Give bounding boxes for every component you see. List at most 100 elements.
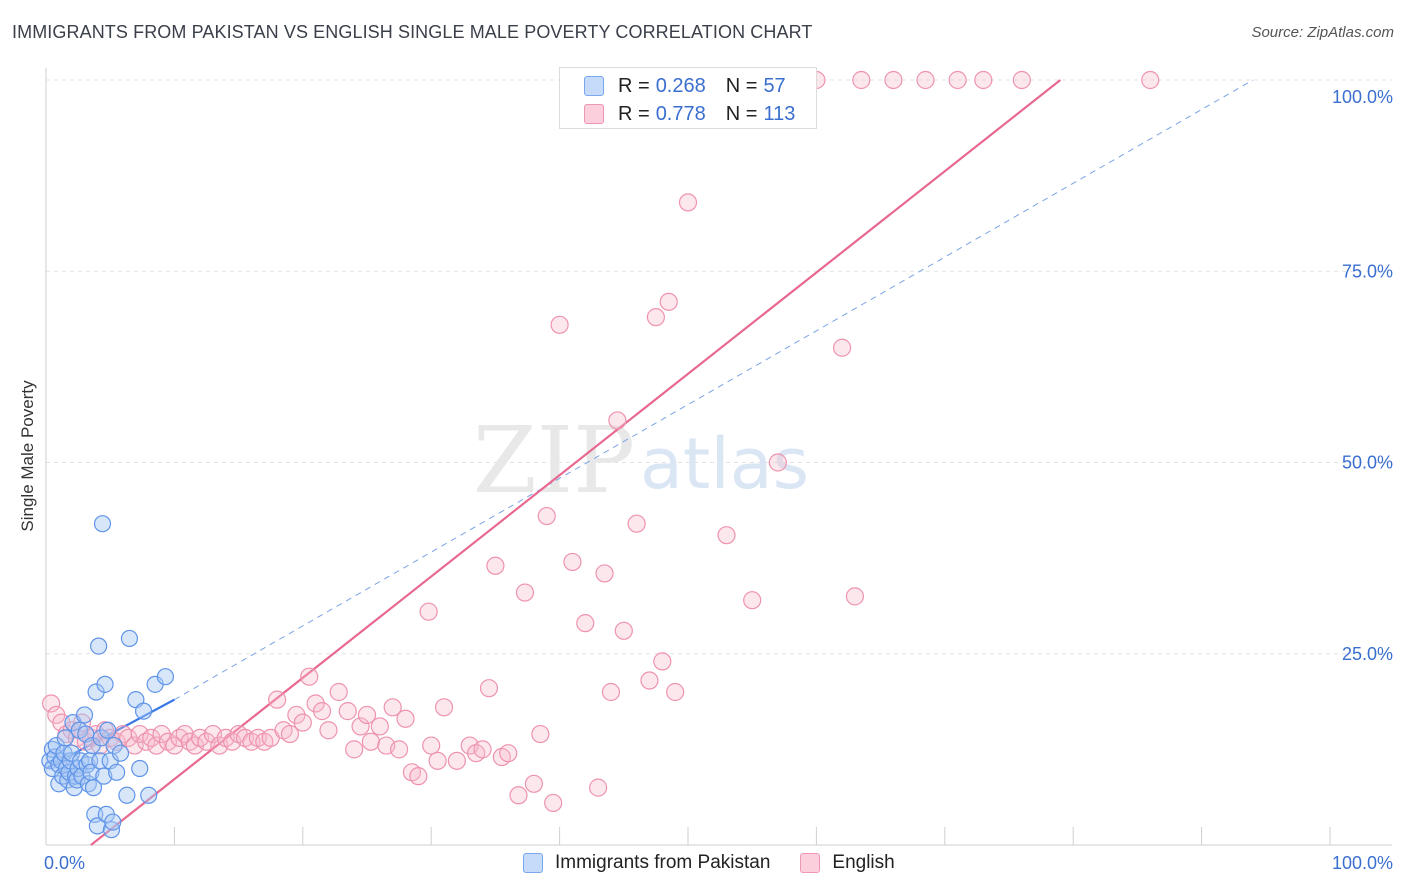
data-point-english	[601, 682, 621, 702]
legend-n-label: N =	[725, 74, 758, 97]
data-point-english	[357, 705, 377, 725]
data-point-english	[486, 556, 505, 575]
data-point-english	[1141, 70, 1160, 90]
legend-n-label: N =	[725, 102, 758, 125]
gridlines	[46, 79, 1392, 655]
data-point-english	[479, 679, 499, 698]
data-point-english	[595, 564, 614, 583]
data-point-english	[280, 724, 300, 744]
data-point-english	[499, 744, 518, 763]
data-point-pakistan	[84, 779, 103, 797]
data-point-english	[563, 552, 582, 572]
data-point-english	[147, 736, 166, 755]
trend-line-pakistan-dashed	[174, 79, 1254, 701]
y-tick-label: 50.0%	[1342, 453, 1393, 473]
axes	[45, 68, 1392, 846]
data-point-english	[1012, 70, 1031, 90]
data-point-pakistan	[156, 668, 175, 686]
legend-n-value: 113	[763, 102, 796, 125]
tick-labels: 25.0% 50.0% 75.0% 100.0% 0.0% 100.0%	[44, 87, 1393, 873]
y-tick-label: 100.0%	[1332, 87, 1393, 107]
data-point-english	[550, 315, 569, 334]
data-point-english	[447, 751, 466, 770]
legend-swatch-pink	[584, 104, 604, 124]
data-point-english	[743, 591, 762, 610]
trend-line-english	[90, 79, 1062, 846]
data-point-english	[531, 724, 550, 744]
data-point-english	[268, 690, 287, 709]
watermark: ZIP atlas	[473, 407, 809, 514]
legend-n-value: 57	[763, 74, 786, 97]
data-point-pakistan	[93, 515, 112, 533]
data-point-pakistan	[99, 721, 117, 739]
data-point-english	[646, 308, 666, 327]
data-point-english	[422, 736, 441, 755]
data-point-english	[361, 732, 380, 751]
data-point-pakistan	[120, 629, 139, 648]
data-point-english	[370, 717, 389, 736]
data-point-english	[537, 506, 556, 526]
data-point-pakistan	[96, 675, 114, 693]
data-point-pakistan	[56, 729, 74, 747]
data-point-english	[300, 667, 319, 686]
data-point-english	[509, 786, 528, 805]
data-point-english	[768, 453, 787, 472]
data-point-english	[653, 652, 672, 671]
data-point-pakistan	[75, 706, 94, 724]
series-swatch-pink	[800, 853, 821, 873]
legend-r-label: R =	[618, 74, 650, 97]
data-point-english	[608, 411, 627, 430]
series-swatch-blue	[523, 853, 543, 873]
source-label: Source: ZipAtlas.com	[1251, 24, 1394, 41]
legend-box: R = 0.268 N = 57 R = 0.778 N = 113	[559, 67, 817, 129]
data-point-english	[524, 774, 544, 793]
data-point-english	[473, 740, 492, 759]
data-point-english	[589, 778, 608, 797]
data-point-english	[640, 671, 659, 690]
series-name-english: English	[832, 852, 895, 873]
data-point-english	[576, 614, 595, 633]
data-point-pakistan	[90, 637, 108, 655]
data-point-english	[627, 514, 646, 533]
data-point-english	[434, 698, 454, 717]
data-point-english	[916, 70, 935, 90]
data-point-english	[666, 682, 685, 702]
data-point-english	[428, 751, 447, 770]
data-point-pakistan	[131, 759, 149, 778]
data-point-english	[329, 682, 348, 702]
data-point-english	[396, 709, 415, 728]
series-legend: Immigrants from Pakistan English	[523, 852, 925, 874]
trend-lines	[45, 79, 1254, 846]
data-point-english	[614, 621, 633, 640]
watermark-atlas: atlas	[640, 423, 809, 505]
series-legend-english: English	[800, 852, 895, 874]
legend-r-value: 0.778	[655, 102, 706, 125]
data-point-english	[409, 767, 428, 786]
x-tick-label: 100.0%	[1332, 853, 1393, 873]
data-point-english	[125, 736, 144, 755]
data-point-english	[351, 717, 370, 736]
data-point-english	[948, 70, 967, 90]
data-point-english	[884, 70, 903, 90]
data-point-pakistan	[111, 744, 130, 762]
data-point-english	[293, 713, 312, 732]
data-point-english	[338, 702, 357, 721]
legend-swatch-blue	[584, 76, 604, 96]
chart-title: IMMIGRANTS FROM PAKISTAN VS ENGLISH SING…	[12, 22, 813, 42]
data-point-english	[515, 583, 535, 602]
data-point-english	[974, 70, 993, 90]
y-tick-label: 75.0%	[1342, 261, 1393, 281]
data-point-english	[659, 292, 678, 311]
legend-row-pakistan: R = 0.268 N = 57	[584, 74, 786, 98]
x-tick-label: 0.0%	[44, 853, 85, 873]
data-point-pakistan	[134, 702, 153, 720]
data-point-english	[419, 602, 438, 621]
data-point-english	[345, 740, 364, 759]
data-point-pakistan	[140, 786, 158, 804]
data-point-english	[717, 526, 736, 545]
data-point-pakistan	[108, 763, 126, 781]
trend-line-pakistan	[45, 698, 175, 770]
data-point-english	[42, 694, 61, 713]
data-point-english	[390, 740, 409, 759]
